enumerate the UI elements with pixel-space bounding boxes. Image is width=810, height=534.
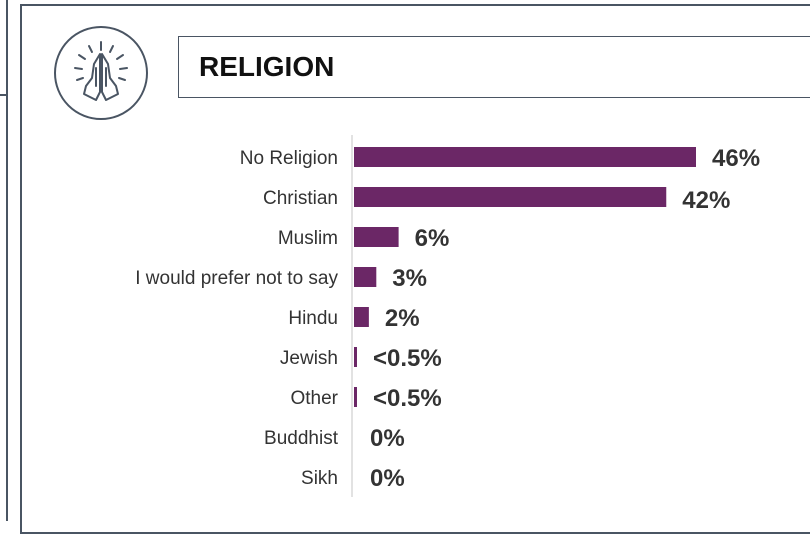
data-label: 0% [370,465,405,492]
bar [354,387,357,407]
data-label: 6% [415,225,450,252]
data-label: 46% [712,145,760,172]
praying-hands-glyph [74,41,128,101]
title-box: RELIGION [178,36,810,98]
religion-bar-chart: No Religion 46% Christian 42% Muslim 6% I woul… [135,135,760,497]
bar [354,307,369,327]
data-label: 42% [682,187,730,214]
category-label: Other [290,388,338,409]
data-label: 2% [385,305,420,332]
category-label: Hindu [288,308,338,329]
page-title: RELIGION [199,51,335,82]
bar [354,187,667,207]
data-label: <0.5% [373,345,442,372]
category-label: Christian [263,188,338,209]
left-panel-divider [0,94,8,96]
category-label: Jewish [280,348,338,369]
bar [354,227,399,247]
praying-hands-icon [54,26,148,120]
category-label: No Religion [240,148,338,169]
data-label: 3% [392,265,427,292]
category-label: Buddhist [264,428,339,449]
category-label: I would prefer not to say [135,268,338,289]
data-label: 0% [370,425,405,452]
category-label: Muslim [278,228,338,249]
bar [354,267,377,287]
category-label: Sikh [301,468,338,489]
left-panel-edge [0,0,8,521]
bar [354,347,357,367]
data-label: <0.5% [373,385,442,412]
bar [354,147,696,167]
